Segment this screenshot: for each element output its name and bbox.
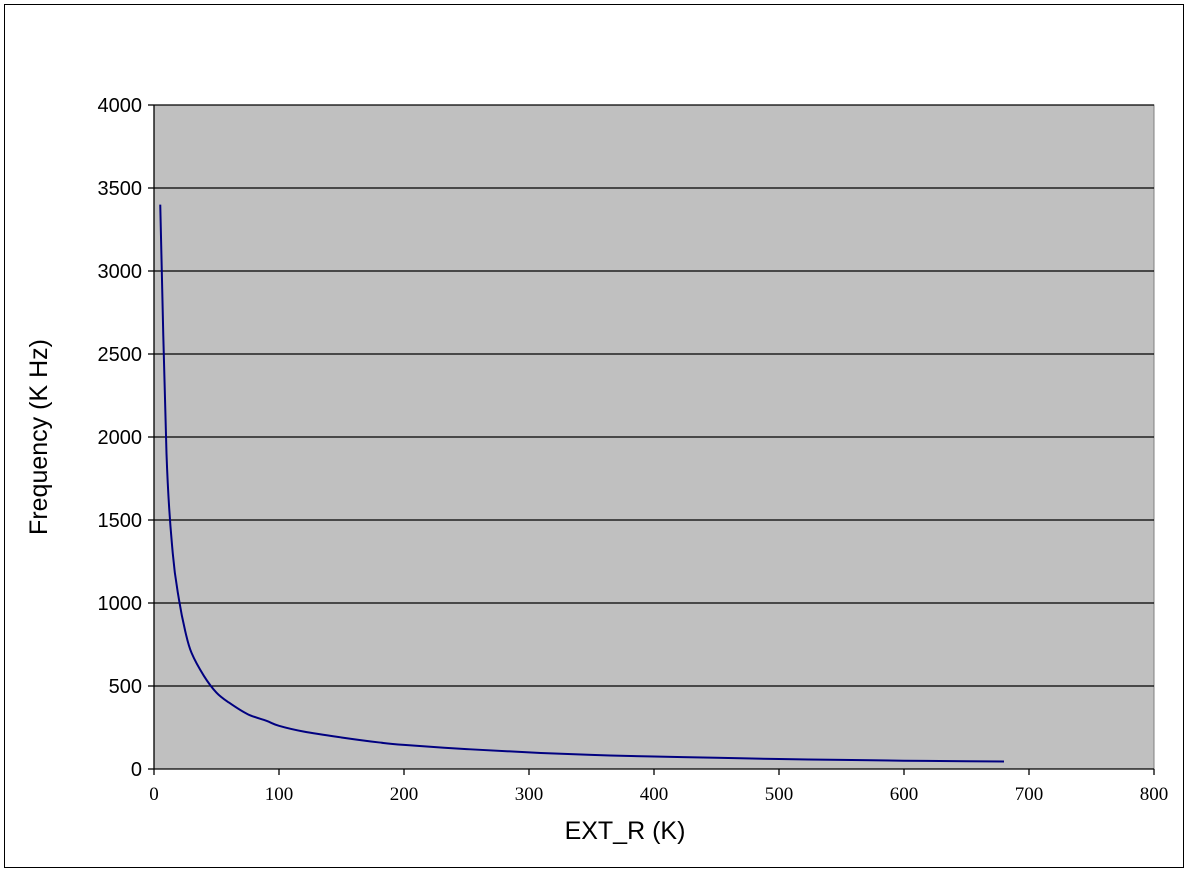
line-chart: 0 500 1000 1500 2000 2500 3000 3500 4000 0 100 200… <box>25 95 1168 845</box>
x-tick-label-600: 600 <box>890 784 919 805</box>
chart-frame: 0 500 1000 1500 2000 2500 3000 3500 4000 0 100 200… <box>4 4 1184 868</box>
x-tick-label-700: 700 <box>1015 784 1044 805</box>
x-axis-ticks: 0 100 200 300 400 500 600 700 800 <box>149 769 1168 805</box>
y-tick-label-2500: 2500 <box>98 344 143 366</box>
y-tick-label-1000: 1000 <box>98 593 143 615</box>
x-axis-label: EXT_R (K) <box>565 817 686 845</box>
series-line-0 <box>159 204 1005 763</box>
y-tick-label-3000: 3000 <box>98 261 143 283</box>
x-tick-label-400: 400 <box>640 784 669 805</box>
y-tick-label-2000: 2000 <box>98 427 143 449</box>
y-tick-label-1500: 1500 <box>98 510 143 532</box>
gridlines <box>154 104 1154 687</box>
x-tick-label-100: 100 <box>265 784 294 805</box>
x-tick-label-0: 0 <box>149 784 159 805</box>
x-tick-label-800: 800 <box>1140 784 1169 805</box>
y-tick-label-0: 0 <box>131 759 142 781</box>
x-tick-label-200: 200 <box>390 784 419 805</box>
y-axis-label: Frequency (K Hz) <box>25 339 53 535</box>
y-tick-label-3500: 3500 <box>98 178 143 200</box>
y-tick-label-4000: 4000 <box>98 95 143 117</box>
x-tick-label-300: 300 <box>515 784 544 805</box>
y-axis-ticks: 0 500 1000 1500 2000 2500 3000 3500 4000 <box>98 95 154 781</box>
x-tick-label-500: 500 <box>765 784 794 805</box>
y-tick-label-500: 500 <box>109 676 142 698</box>
series-layer <box>159 204 1005 763</box>
